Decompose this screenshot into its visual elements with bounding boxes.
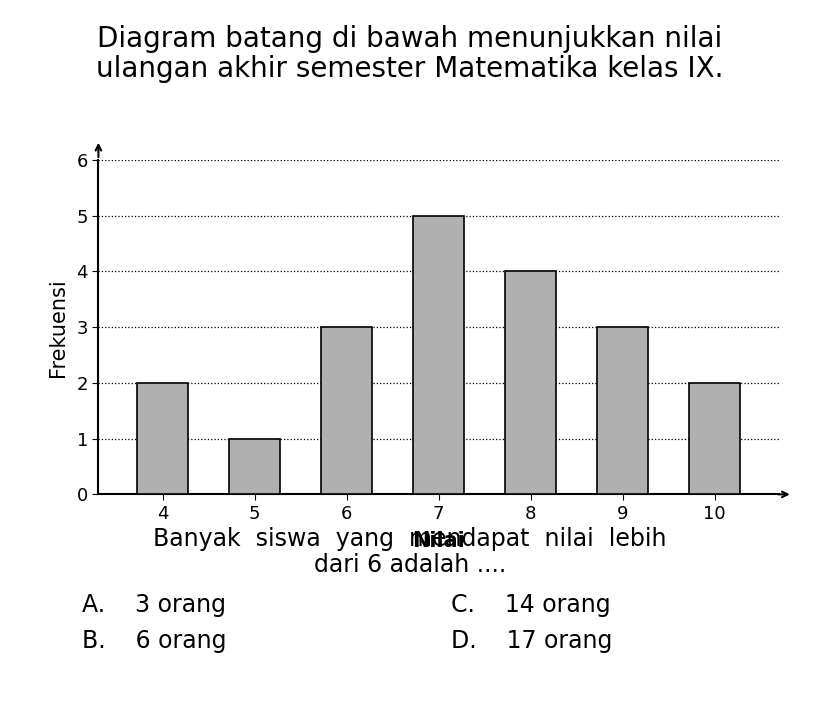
Text: ulangan akhir semester Matematika kelas IX.: ulangan akhir semester Matematika kelas …	[96, 55, 723, 83]
Text: C.    14 orang: C. 14 orang	[450, 593, 610, 616]
Bar	[229, 438, 280, 494]
Y-axis label: Frekuensi: Frekuensi	[48, 278, 68, 377]
X-axis label: Nilai: Nilai	[412, 531, 464, 551]
Bar	[505, 271, 555, 494]
Text: A.    3 orang: A. 3 orang	[82, 593, 226, 616]
Text: B.    6 orang: B. 6 orang	[82, 629, 226, 653]
Text: Banyak  siswa  yang  mendapat  nilai  lebih: Banyak siswa yang mendapat nilai lebih	[153, 527, 666, 551]
Bar	[413, 216, 464, 494]
Text: Diagram batang di bawah menunjukkan nilai: Diagram batang di bawah menunjukkan nila…	[97, 25, 722, 54]
Bar	[596, 327, 647, 494]
Bar	[321, 327, 372, 494]
Text: D.    17 orang: D. 17 orang	[450, 629, 612, 653]
Bar	[689, 383, 739, 494]
Bar	[138, 383, 188, 494]
Text: dari 6 adalah ....: dari 6 adalah ....	[314, 553, 505, 577]
